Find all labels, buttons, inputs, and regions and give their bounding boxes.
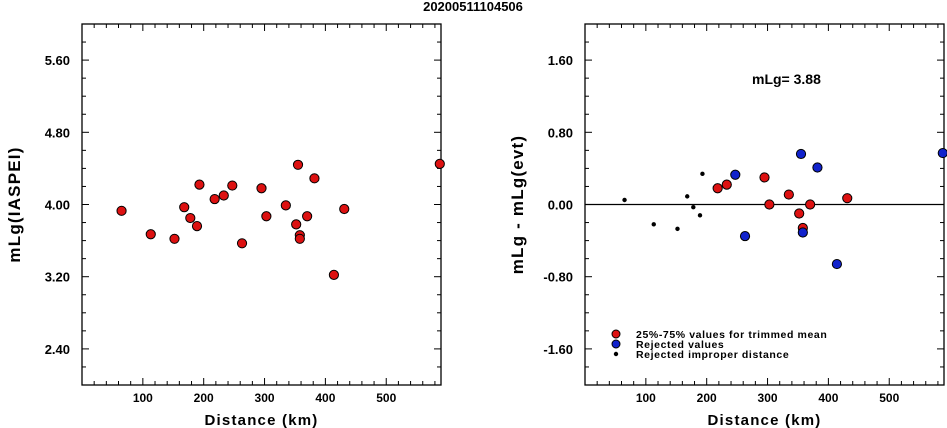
data-point-small: [622, 197, 627, 203]
data-point: [309, 173, 320, 184]
data-point: [169, 233, 180, 244]
x-axis-label: Distance (km): [205, 412, 319, 428]
y-tick-label: 1.60: [548, 53, 573, 68]
data-point: [764, 199, 775, 210]
x-tick-label: 500: [879, 391, 899, 405]
data-point: [302, 211, 313, 222]
y-tick-label: 4.80: [45, 125, 70, 140]
left-panel-magnitude: 100 200 300 400 500 2.40 3.20 4.00 4.80 5.60 Dista…: [5, 23, 445, 428]
y-axis-label: mLg - mLg(evt): [508, 135, 527, 275]
data-point: [227, 180, 238, 191]
data-point: [937, 147, 947, 159]
data-point: [256, 183, 267, 194]
y-tick-label: 0.80: [548, 125, 573, 140]
data-point: [218, 190, 229, 201]
legend-marker: [613, 351, 619, 357]
data-point: [434, 158, 445, 169]
data-point: [730, 169, 741, 180]
data-point: [797, 227, 808, 238]
data-point: [294, 233, 305, 244]
x-tick-label: 400: [818, 391, 838, 405]
x-tick-label: 200: [697, 391, 717, 405]
data-point: [783, 189, 794, 200]
data-point: [721, 179, 732, 190]
data-point: [179, 202, 190, 213]
data-point: [191, 221, 203, 232]
legend-label: Rejected values: [636, 339, 724, 351]
x-axis-label: Distance (km): [708, 412, 822, 428]
mean-magnitude-annotation: mLg= 3.88: [752, 71, 821, 87]
data-point: [812, 162, 823, 173]
x-tick-label: 500: [376, 391, 396, 405]
x-tick-label: 100: [636, 391, 656, 405]
figure-title: 20200511104506: [423, 0, 523, 14]
y-tick-label: 5.60: [45, 53, 70, 68]
y-tick-label: 2.40: [45, 342, 70, 357]
data-point: [759, 172, 770, 183]
legend-label: 25%-75% values for trimmed mean: [636, 329, 827, 341]
data-point: [712, 183, 723, 194]
data-point: [185, 212, 196, 224]
data-point-small: [691, 205, 696, 210]
data-point: [292, 159, 304, 170]
y-tick-label: -1.60: [543, 342, 573, 357]
data-point: [280, 200, 291, 211]
data-point: [116, 205, 127, 216]
data-point: [739, 230, 751, 242]
x-tick-label: 400: [315, 391, 335, 405]
legend-marker: [611, 339, 621, 349]
data-point: [795, 148, 807, 160]
y-tick-label: 4.00: [45, 198, 70, 213]
y-axis-label: mLg(IASPEI): [5, 146, 24, 262]
y-tick-label: -0.80: [543, 270, 573, 285]
plot-frame: [81, 23, 442, 386]
data-point: [842, 193, 853, 204]
y-tick-label: 3.20: [45, 270, 70, 285]
data-point: [794, 208, 805, 219]
data-point: [805, 199, 816, 210]
legend-label: Rejected improper distance: [636, 349, 789, 361]
data-point-small: [700, 171, 705, 177]
data-point: [145, 229, 156, 240]
right-panel-residual: 100 200 300 400 500 -1.60 -0.80 0.00 0.80 1.60 Dis…: [508, 23, 947, 428]
y-tick-label: 0.00: [548, 198, 573, 213]
data-point: [194, 179, 205, 190]
data-point-small: [697, 213, 703, 218]
data-point: [831, 258, 843, 270]
x-tick-label: 200: [194, 391, 214, 405]
x-tick-label: 300: [255, 391, 275, 405]
data-point-small: [685, 194, 690, 199]
data-point: [339, 203, 350, 215]
data-point-small: [675, 226, 680, 232]
x-tick-label: 300: [758, 391, 778, 405]
legend-marker: [611, 329, 621, 339]
data-point: [328, 269, 340, 280]
data-point: [291, 219, 302, 230]
data-point: [236, 238, 248, 249]
data-point: [261, 211, 272, 222]
x-tick-label: 100: [133, 391, 153, 405]
data-point: [209, 193, 220, 205]
data-point-small: [651, 222, 656, 227]
